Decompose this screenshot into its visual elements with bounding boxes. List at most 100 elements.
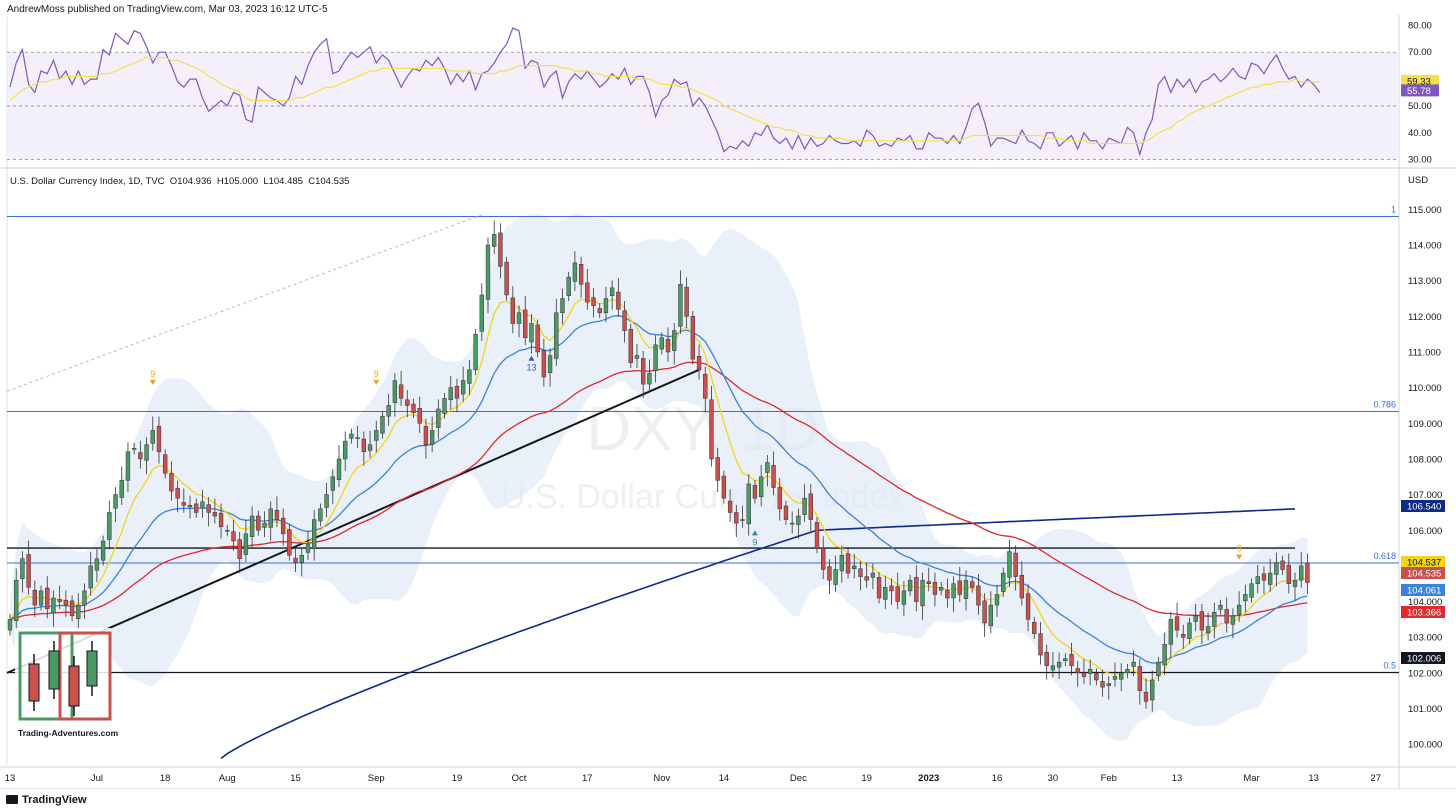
candle-body xyxy=(423,425,429,445)
candle xyxy=(144,437,149,475)
candle-body xyxy=(1131,661,1136,667)
candle xyxy=(926,567,931,592)
time-tick-label: 13 xyxy=(1172,773,1183,784)
candle xyxy=(696,344,702,380)
candle-body xyxy=(982,600,987,624)
time-tick-label: 13 xyxy=(1308,773,1319,784)
candle-body xyxy=(994,594,1000,606)
dashed-trendline xyxy=(6,214,482,392)
candle-body xyxy=(32,589,38,606)
candle-body xyxy=(560,298,565,314)
candle xyxy=(417,396,422,433)
candle-body xyxy=(746,483,751,525)
candle xyxy=(1205,612,1211,641)
candle xyxy=(312,509,317,561)
candle xyxy=(901,581,907,617)
price-tick-label: 111.000 xyxy=(1408,348,1441,359)
candle xyxy=(1112,662,1118,687)
candle-body xyxy=(57,599,62,602)
candle xyxy=(1137,658,1142,705)
candle-body xyxy=(1150,679,1155,701)
candle xyxy=(100,535,106,566)
candle-body xyxy=(175,487,180,499)
close-label: C xyxy=(308,176,316,187)
candle-body xyxy=(1001,572,1006,592)
sma-200-line xyxy=(220,508,1296,760)
candle-body xyxy=(541,350,547,378)
candle-body xyxy=(100,540,106,561)
candle-body xyxy=(125,451,131,481)
candle-body xyxy=(1193,615,1198,622)
price-tick-label: 104.000 xyxy=(1408,597,1442,608)
candle xyxy=(113,487,118,523)
candle xyxy=(82,583,87,620)
candle-body xyxy=(802,497,807,515)
price-tag xyxy=(1401,500,1445,512)
rsi-tick-label: 30.00 xyxy=(1408,155,1432,166)
rsi-tick-label: 40.00 xyxy=(1408,128,1432,139)
candle-body xyxy=(889,585,894,592)
candle-body xyxy=(814,522,820,549)
candle-body xyxy=(659,337,664,350)
candle-body xyxy=(1100,681,1105,688)
tradingview-logo[interactable]: TradingView xyxy=(6,794,87,806)
price-tick-label: 114.000 xyxy=(1408,241,1442,252)
candle-body xyxy=(448,387,453,401)
candle-body xyxy=(1205,626,1211,634)
logo-red-frame xyxy=(58,631,112,721)
candle-body xyxy=(715,457,720,481)
candle-body xyxy=(485,244,491,300)
candle-body xyxy=(734,512,739,524)
candle xyxy=(454,378,460,413)
candle-body xyxy=(287,529,292,556)
candle-body xyxy=(330,476,335,491)
candle xyxy=(1286,553,1291,594)
candle xyxy=(181,488,186,513)
candle xyxy=(1305,553,1310,595)
candle xyxy=(727,489,733,523)
candle xyxy=(560,288,565,325)
candle xyxy=(994,584,1000,617)
candle-body xyxy=(131,448,137,450)
candle-body xyxy=(386,405,391,417)
candle-body xyxy=(318,508,323,522)
candle xyxy=(200,489,205,518)
candle xyxy=(554,298,559,366)
candle xyxy=(1162,632,1167,675)
candle xyxy=(591,288,596,318)
price-tick-label: 113.000 xyxy=(1408,276,1442,287)
candle-body xyxy=(1075,668,1080,674)
candle xyxy=(914,565,919,612)
candle-body xyxy=(206,504,211,513)
candle-body xyxy=(1174,616,1180,631)
candle-body xyxy=(1243,594,1248,602)
candle xyxy=(169,461,174,501)
candle xyxy=(479,283,484,341)
candle xyxy=(1299,552,1304,588)
candle xyxy=(566,271,571,302)
time-tick-label: 16 xyxy=(992,773,1003,784)
candle-body xyxy=(169,472,174,492)
candle-body xyxy=(398,384,404,399)
candle-body xyxy=(336,458,342,480)
candle xyxy=(889,578,894,605)
candle xyxy=(628,323,633,369)
rsi-value-tag-label: 59.33 xyxy=(1407,76,1431,87)
candle-body xyxy=(783,505,789,520)
candle xyxy=(1131,650,1136,677)
tradingview-icon xyxy=(6,795,18,804)
candle xyxy=(1019,561,1025,606)
time-tick-label: Nov xyxy=(653,773,670,784)
candle-body xyxy=(163,454,168,474)
candle xyxy=(1230,608,1236,639)
candle xyxy=(1249,578,1254,603)
time-tick-label: 30 xyxy=(1048,773,1059,784)
candle xyxy=(641,350,646,398)
fib-label: 0.5 xyxy=(1383,661,1396,671)
candle xyxy=(107,500,112,550)
candle xyxy=(1056,652,1062,679)
time-tick-label: 15 xyxy=(290,773,301,784)
candle-body xyxy=(907,579,913,592)
candle-body xyxy=(442,398,447,414)
